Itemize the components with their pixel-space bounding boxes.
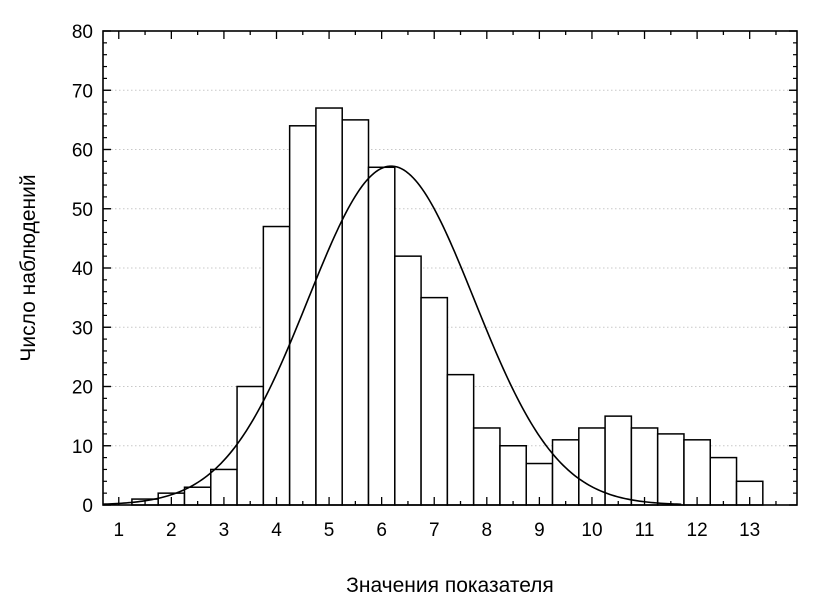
x-tick-label-11: 11 <box>635 520 655 541</box>
y-tick-label-0: 0 <box>82 496 93 517</box>
histogram-bar-4 <box>262 225 291 506</box>
x-axis-title: Значения показателя <box>346 574 554 597</box>
x-tick-label-8: 8 <box>482 520 493 541</box>
histogram-bar-10 <box>578 427 606 506</box>
x-tick-label-1: 1 <box>113 520 124 541</box>
x-tick-label-4: 4 <box>271 520 282 541</box>
histogram-bar-12.5 <box>709 456 738 506</box>
x-tick-label-9: 9 <box>534 520 545 541</box>
histogram-bar-11.5 <box>656 433 685 506</box>
y-tick-label-80: 80 <box>72 22 93 43</box>
axis-ticks <box>103 30 797 506</box>
histogram-bar-7.5 <box>446 373 475 506</box>
y-tick-label-40: 40 <box>72 259 93 280</box>
y-tick-label-20: 20 <box>72 378 93 399</box>
histogram-bars <box>131 107 764 506</box>
y-axis-title: Число наблюдений <box>17 174 40 361</box>
y-tick-label-70: 70 <box>72 81 93 102</box>
histogram-bar-9.5 <box>551 439 580 506</box>
x-tick-labels: 1 2 3 4 5 6 7 8 9 10 11 12 13 <box>113 520 760 541</box>
y-tick-label-60: 60 <box>72 141 93 162</box>
histogram-bar-3.5 <box>236 385 265 506</box>
histogram-bar-8.5 <box>499 445 527 506</box>
histogram-bar-11 <box>630 427 659 506</box>
histogram-bar-7 <box>420 296 449 506</box>
x-tick-label-10: 10 <box>581 520 602 541</box>
x-tick-label-2: 2 <box>166 520 177 541</box>
x-tick-label-12: 12 <box>687 520 708 541</box>
y-tick-labels: 0 10 20 30 40 50 60 70 80 <box>72 22 93 517</box>
y-tick-label-10: 10 <box>72 437 93 458</box>
histogram-bar-5 <box>315 107 343 506</box>
histogram-bar-12 <box>683 439 711 506</box>
histogram-bar-5.5 <box>341 119 370 506</box>
x-tick-label-7: 7 <box>429 520 440 541</box>
x-tick-label-3: 3 <box>219 520 230 541</box>
x-tick-label-13: 13 <box>739 520 760 541</box>
histogram-bar-6 <box>367 166 396 506</box>
histogram-bar-6.5 <box>394 255 422 506</box>
histogram-bar-4.5 <box>288 125 317 506</box>
histogram-bar-10.5 <box>604 415 633 506</box>
x-tick-label-5: 5 <box>324 520 335 541</box>
normal-curve <box>102 165 682 506</box>
histogram-bar-8 <box>472 427 501 506</box>
y-tick-label-50: 50 <box>72 200 93 221</box>
x-tick-label-6: 6 <box>376 520 387 541</box>
y-tick-label-30: 30 <box>72 318 93 339</box>
